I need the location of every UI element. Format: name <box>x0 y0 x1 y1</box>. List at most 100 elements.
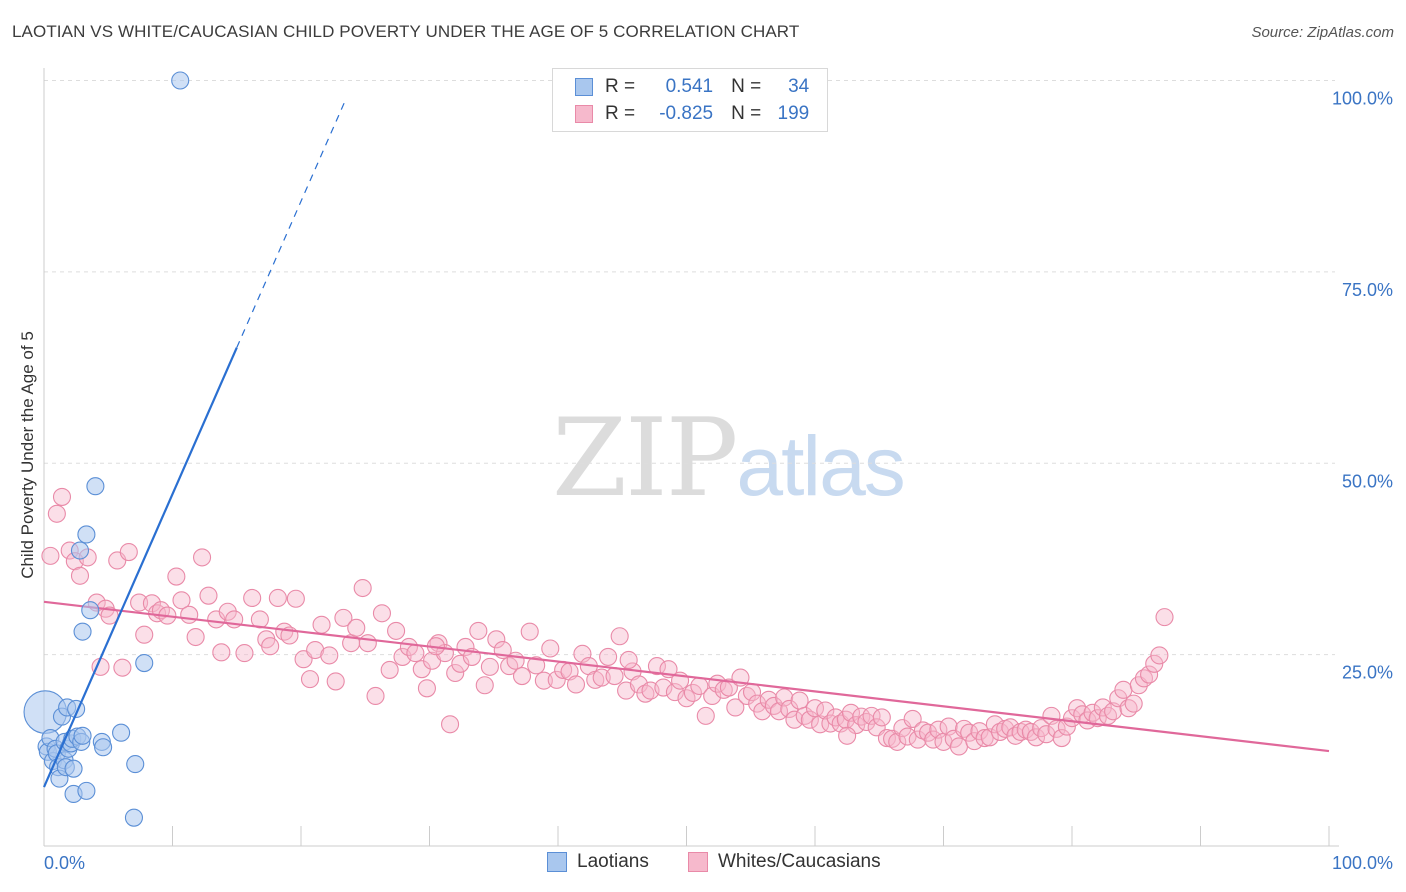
data-point-whites <box>1124 694 1143 713</box>
watermark: ZIPatlas <box>552 395 906 521</box>
legend-swatch-laotians <box>547 852 567 872</box>
data-point-whites <box>326 672 345 691</box>
data-point-whites <box>800 710 819 729</box>
y-tick-label: 50.0% <box>1342 471 1393 491</box>
legend-r-label: R = <box>605 103 636 124</box>
legend-label-laotians: Laotians <box>577 851 649 872</box>
data-point-whites <box>599 647 618 666</box>
y-tick-label: 25.0% <box>1342 663 1393 683</box>
data-point-whites <box>1150 646 1169 665</box>
data-point-whites <box>261 637 280 656</box>
data-point-laotians <box>126 755 145 774</box>
data-point-laotians <box>124 808 143 827</box>
data-point-laotians <box>77 781 96 800</box>
data-point-laotians <box>112 723 131 742</box>
data-point-whites <box>268 588 287 608</box>
data-point-whites <box>898 727 917 746</box>
stats-legend: R = 0.541 N = 34 R = -0.825 N = 199 <box>552 68 828 132</box>
data-point-whites <box>167 567 186 586</box>
legend-row-laotians: R = 0.541 N = 34 <box>575 76 809 98</box>
y-tick-label: 75.0% <box>1342 280 1393 300</box>
data-point-laotians <box>81 601 100 620</box>
data-point-whites <box>417 679 436 698</box>
data-point-whites <box>300 670 320 689</box>
data-point-whites <box>683 683 702 702</box>
data-point-whites <box>605 667 624 686</box>
data-point-whites <box>566 675 586 694</box>
data-point-whites <box>619 650 638 670</box>
data-point-whites <box>534 671 553 690</box>
data-point-whites <box>1021 722 1040 741</box>
data-point-laotians <box>73 622 92 641</box>
data-point-whites <box>47 504 66 523</box>
data-point-whites <box>872 708 891 727</box>
data-point-whites <box>647 657 666 676</box>
data-point-whites <box>1155 608 1174 627</box>
data-point-whites <box>1026 728 1046 747</box>
legend-n-value: 199 <box>777 103 810 124</box>
legend-item-laotians: Laotians <box>547 851 649 873</box>
data-point-whites <box>469 621 488 640</box>
data-point-whites <box>387 621 406 640</box>
legend-r-label: R = <box>605 76 636 97</box>
data-point-whites <box>527 656 546 675</box>
data-point-whites <box>119 542 138 562</box>
series-legend: Laotians Whites/Caucasians <box>0 851 1406 877</box>
data-point-laotians <box>171 71 190 90</box>
data-point-whites <box>218 602 237 621</box>
data-point-whites <box>888 732 907 751</box>
data-point-whites <box>135 625 154 644</box>
data-point-whites <box>811 715 830 734</box>
data-point-whites <box>113 658 132 677</box>
data-point-whites <box>1140 665 1159 684</box>
legend-r-value: 0.541 <box>665 76 714 97</box>
trendline-laotians <box>42 347 238 788</box>
chart-title: LAOTIAN VS WHITE/CAUCASIAN CHILD POVERTY… <box>12 22 800 41</box>
legend-swatch-whites <box>688 852 708 872</box>
data-point-whites <box>541 639 560 658</box>
data-point-laotians <box>64 759 83 778</box>
data-point-whites <box>1083 703 1102 722</box>
legend-label-whites: Whites/Caucasians <box>718 851 881 872</box>
data-point-whites <box>353 578 372 598</box>
y-tick-label: 100.0% <box>1332 89 1393 109</box>
data-point-whites <box>1001 718 1020 737</box>
x-tick-label-max: 100.0% <box>1332 853 1393 873</box>
watermark-atlas: atlas <box>736 419 905 513</box>
data-point-whites <box>1093 698 1112 717</box>
legend-r-value: -0.825 <box>659 103 714 124</box>
legend-n-value: 34 <box>788 76 810 97</box>
data-point-whites <box>487 630 506 649</box>
data-point-whites <box>975 729 994 748</box>
data-point-whites <box>235 644 254 663</box>
legend-row-whites: R = -0.825 N = 199 <box>575 103 809 125</box>
data-point-whites <box>451 654 470 673</box>
data-point-whites <box>726 698 745 717</box>
data-point-laotians <box>94 738 113 757</box>
legend-swatch-whites <box>575 105 593 123</box>
data-point-whites <box>52 487 72 506</box>
data-point-whites <box>629 675 649 694</box>
data-point-whites <box>775 688 794 707</box>
data-point-whites <box>41 546 60 565</box>
data-point-laotians <box>70 541 90 560</box>
x-tick-label-min: 0.0% <box>44 853 85 873</box>
data-point-whites <box>312 615 331 634</box>
data-point-whites <box>785 710 804 729</box>
data-point-whites <box>320 646 339 665</box>
data-point-whites <box>512 667 532 686</box>
data-point-whites <box>446 663 465 683</box>
data-point-whites <box>654 678 673 697</box>
source-credit: Source: ZipAtlas.com <box>1251 24 1394 41</box>
data-point-laotians <box>73 726 92 745</box>
data-point-whites <box>903 709 922 728</box>
watermark-zip: ZIP <box>552 396 738 521</box>
data-point-laotians <box>135 653 154 673</box>
data-point-whites <box>893 719 912 738</box>
data-point-whites <box>372 604 392 623</box>
data-point-whites <box>286 589 305 608</box>
data-point-whites <box>180 605 199 624</box>
data-point-whites <box>1057 717 1076 736</box>
data-point-whites <box>366 686 385 706</box>
